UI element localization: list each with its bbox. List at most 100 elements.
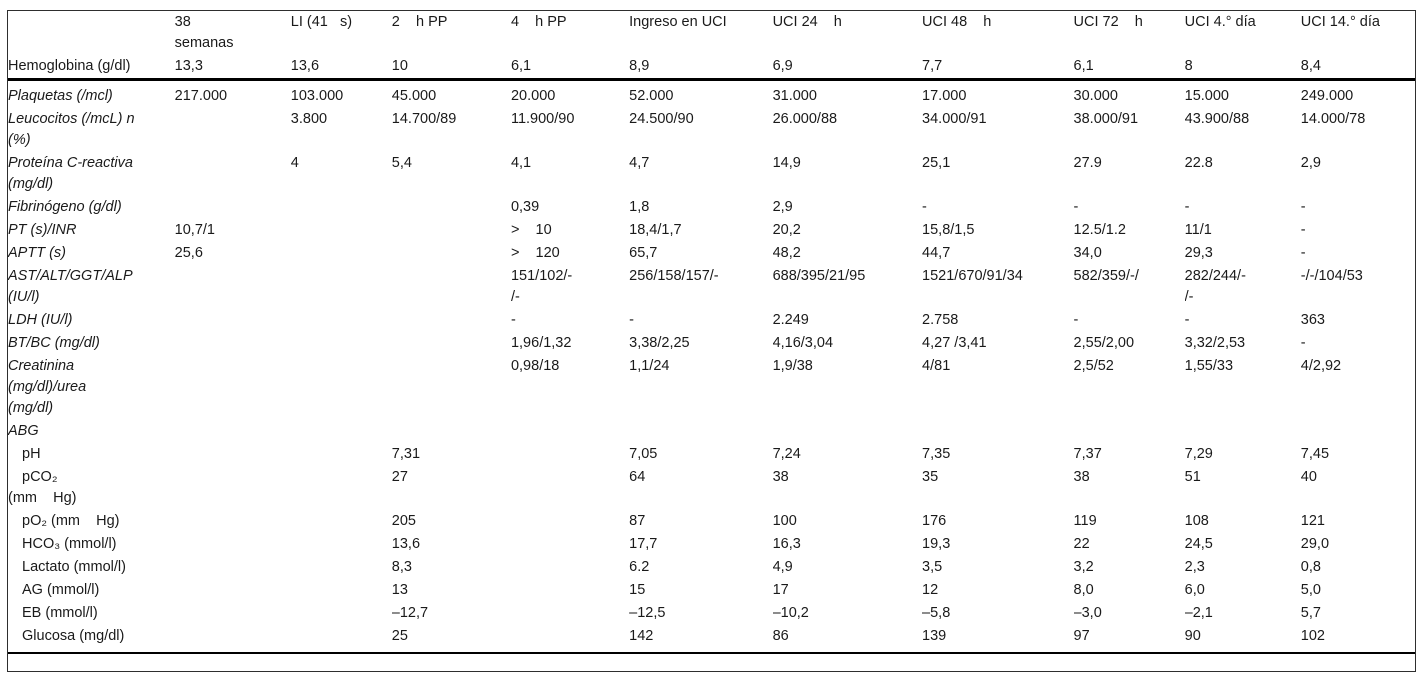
table-row: Hemoglobina (g/dl) 13,3 13,6 10 6,1 8,9 6,9 7,7…: [8, 55, 1415, 80]
cell: [511, 556, 629, 579]
cell: 7,05: [629, 446, 658, 462]
row-label: AST/ALT/GGT/ALP (IU/l): [8, 268, 133, 305]
cell: 2,9: [1300, 155, 1321, 171]
cell: 12: [922, 582, 939, 598]
row-label: Glucosa (mg/dl): [22, 628, 125, 644]
cell: [392, 355, 511, 420]
cell: 13: [391, 582, 408, 598]
cell: [175, 196, 291, 219]
cell: -: [1184, 312, 1190, 328]
cell: 45.000: [391, 88, 437, 104]
cell: [175, 108, 291, 152]
cell: 5,0: [1300, 582, 1321, 598]
cell: 14,9: [772, 155, 801, 171]
cell: 51: [1184, 469, 1201, 485]
cell: 3,38/2,25: [629, 335, 690, 351]
cell: 100: [772, 513, 797, 529]
cell: 3.800: [290, 111, 328, 127]
cell: 16,3: [772, 536, 801, 552]
cell: 8,4: [1300, 58, 1321, 74]
cell: 22.8: [1184, 155, 1213, 171]
cell: 363: [1300, 312, 1325, 328]
cell: [175, 265, 291, 309]
cell: 8,9: [629, 58, 650, 74]
cell: 15.000: [1184, 88, 1229, 104]
cell: 4: [290, 155, 299, 171]
column-header: UCI 4.° día: [1184, 14, 1256, 30]
cell: 27.9: [1073, 155, 1102, 171]
cell: 35: [922, 469, 939, 485]
cell: [291, 309, 392, 332]
cell: [629, 420, 772, 443]
cell: 97: [1073, 628, 1090, 644]
cell: [291, 332, 392, 355]
cell: 2,55/2,00: [1073, 335, 1135, 351]
cell: 7,45: [1300, 446, 1330, 462]
row-label: pO₂ (mm Hg): [22, 513, 120, 529]
cell: 7,24: [772, 446, 801, 462]
cell: 43.900/88: [1184, 111, 1250, 127]
cell: [175, 602, 291, 625]
cell: 0,39: [510, 199, 540, 215]
cell: 7,37: [1073, 446, 1102, 462]
cell: 205: [391, 513, 416, 529]
cell: [511, 420, 629, 443]
cell: 24,5: [1184, 536, 1213, 552]
row-label: ABG: [8, 423, 39, 439]
cell: [511, 533, 629, 556]
table-row: Lactato (mmol/l) 8,3 6.2 4,9 3,5 3,2 2,3 0,8: [8, 556, 1415, 579]
cell: [392, 242, 511, 265]
table-row: PT (s)/INR 10,7/1 > 10 18,4/1,7 20,2 15,8/1,5…: [8, 219, 1415, 242]
row-label: BT/BC (mg/dl): [8, 335, 100, 351]
cell: -/-/104/53: [1300, 268, 1363, 284]
lab-results-table: 38 semanas LI (41 s) 2 h PP 4 h PP Ingreso e…: [8, 11, 1415, 654]
cell: 1,9/38: [772, 358, 813, 374]
row-label: EB (mmol/l): [22, 605, 98, 621]
cell: 8,3: [391, 559, 412, 575]
cell: 6,1: [510, 58, 532, 74]
table-row: pCO₂ (mm Hg) 27 64 38 35 38 51 40: [8, 466, 1415, 510]
table-row: Glucosa (mg/dl) 25 142 86 139 97 90 102: [8, 625, 1415, 653]
cell: [392, 219, 511, 242]
cell: 142: [629, 628, 654, 644]
cell: 139: [922, 628, 947, 644]
cell: 7,29: [1184, 446, 1213, 462]
cell: 90: [1184, 628, 1201, 644]
cell: [291, 355, 392, 420]
table-row: pO₂ (mm Hg) 205 87 100 176 119 108 121: [8, 510, 1415, 533]
row-label-header: [8, 11, 175, 55]
cell: 2,3: [1184, 559, 1205, 575]
column-header: UCI 72 h: [1073, 14, 1143, 30]
cell: 582/359/-/: [1073, 268, 1139, 284]
cell: 1521/670/91/34: [922, 268, 1023, 284]
cell: 87: [629, 513, 646, 529]
cell: 1,96/1,32: [510, 335, 572, 351]
cell: –10,2: [772, 605, 809, 621]
cell: 13,6: [290, 58, 320, 74]
cell: –12,7: [391, 605, 429, 621]
table-body: Plaquetas (/mcl) 217.000 103.000 45.000 20.0…: [8, 80, 1415, 653]
cell: [291, 420, 392, 443]
cell: 8,0: [1073, 582, 1094, 598]
cell: [922, 420, 1074, 443]
cell: [175, 443, 291, 466]
cell: 40: [1300, 469, 1317, 485]
cell: [175, 332, 291, 355]
cell: -: [510, 312, 516, 328]
row-label: AG (mmol/l): [22, 582, 100, 598]
cell: [175, 309, 291, 332]
cell: 38.000/91: [1073, 111, 1139, 127]
cell: [291, 533, 392, 556]
cell: 25,6: [174, 245, 203, 261]
cell: –2,1: [1184, 605, 1213, 621]
cell: 13,3: [174, 58, 203, 74]
column-header: UCI 14.° día: [1300, 14, 1380, 30]
cell: 5,7: [1300, 605, 1321, 621]
cell: [291, 196, 392, 219]
cell: 256/158/157/-: [629, 268, 719, 284]
cell: 34.000/91: [922, 111, 987, 127]
cell: [291, 443, 392, 466]
cell: –12,5: [629, 605, 666, 621]
column-header: 4 h PP: [510, 14, 567, 30]
cell: 4,16/3,04: [772, 335, 834, 351]
